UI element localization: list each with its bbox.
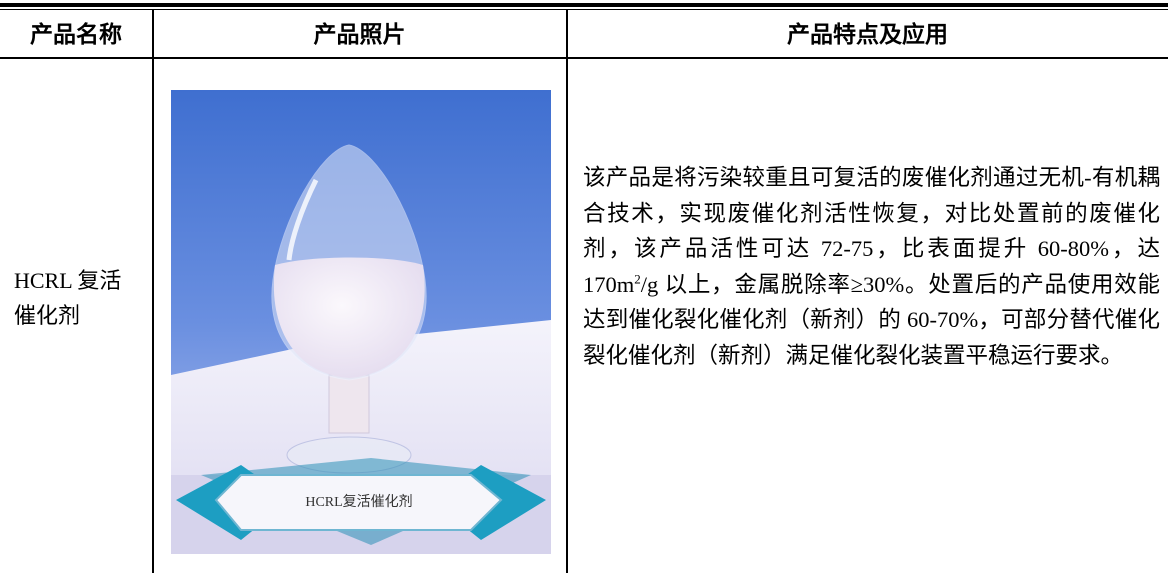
header-rule [0, 57, 1168, 59]
superscript: 2 [634, 271, 641, 286]
header-cell: 产品特点及应用 [787, 22, 948, 48]
header-cell: 产品名称 [30, 22, 122, 48]
product-photo: HCRL复活催化剂 [171, 90, 551, 554]
product-description: 该产品是将污染较重且可复活的废催化剂通过无机-有机耦合技术，实现废催化剂活性恢复… [583, 160, 1160, 373]
column-divider [566, 10, 568, 573]
photo-caption: HCRL复活催化剂 [305, 493, 412, 510]
product-name: HCRL 复活催化剂 [14, 268, 122, 328]
header-cell: 产品照片 [313, 22, 406, 48]
description-text: /g 以上，金属脱除率≥30%。处置后的产品使用效能达到催化裂化催化剂（新剂）的… [583, 271, 1160, 368]
column-divider [152, 10, 154, 573]
description-text: 该产品是将污染较重且可复活的废催化剂通过无机-有机耦合技术，实现废催化剂活性恢复… [583, 165, 1160, 297]
top-rule [0, 3, 1168, 7]
top-rule-thin [0, 9, 1168, 10]
